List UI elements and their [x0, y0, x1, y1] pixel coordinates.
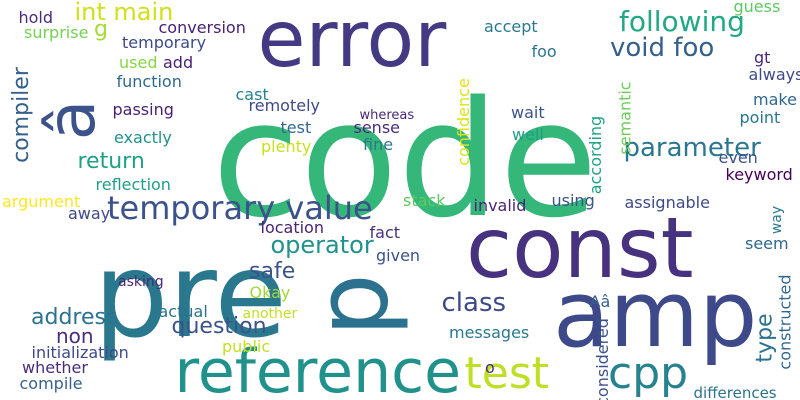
word-reference: reference: [174, 337, 462, 400]
word-sense: sense: [353, 118, 401, 137]
word-gt: gt: [754, 48, 771, 67]
word-temporary: temporary: [122, 33, 207, 52]
word-remotely: remotely: [248, 96, 320, 115]
word-non: non: [56, 324, 94, 348]
word-using: using: [551, 191, 595, 210]
word-argument: argument: [2, 192, 81, 211]
word-conversion: conversion: [158, 18, 246, 37]
word-public: public: [222, 337, 271, 356]
word-way: way: [769, 205, 786, 235]
word-hold: hold: [18, 8, 54, 27]
word-location: location: [260, 218, 324, 237]
word-cpp: cpp: [608, 348, 689, 399]
word-invalid: invalid: [473, 196, 527, 215]
word-type: type: [752, 313, 778, 363]
word-wait: wait: [511, 103, 545, 122]
word-according: according: [586, 115, 606, 195]
word-semantic: semantic: [615, 81, 635, 155]
word-differences: differences: [693, 383, 777, 400]
word-p: p: [293, 273, 411, 337]
word-exactly: exactly: [114, 128, 172, 147]
word-g: g: [94, 17, 108, 42]
word-always: always: [748, 65, 800, 84]
word-address: address: [31, 305, 118, 330]
word-reflection: reflection: [95, 175, 171, 194]
word-actual: actual: [158, 302, 208, 321]
word-whether: whether: [22, 358, 88, 377]
word-guess: guess: [733, 0, 781, 16]
word-test-small: test: [280, 118, 312, 137]
word-test: test: [464, 348, 550, 399]
word-cast: cast: [235, 85, 269, 104]
word-messages: messages: [449, 323, 530, 342]
word-used: used: [119, 53, 158, 72]
word-fact: fact: [369, 223, 401, 242]
word-a-a-circumflex: Aâ: [589, 292, 611, 311]
word-question: question: [171, 314, 267, 339]
word-make: make: [753, 90, 797, 109]
word-temporary-value: temporary value: [107, 189, 373, 227]
word-whereas: whereas: [359, 107, 415, 123]
word-point: point: [739, 108, 781, 127]
word-passing: passing: [112, 100, 174, 119]
word-amp: amp: [553, 261, 758, 368]
word-o: o: [485, 358, 495, 377]
word-safe: safe: [249, 259, 296, 284]
word-confidence: confidence: [453, 78, 473, 166]
word-accept: accept: [484, 17, 538, 36]
word-a-circumflex: â: [33, 99, 111, 141]
word-given: given: [376, 246, 421, 265]
word-operator: operator: [270, 231, 374, 259]
word-return: return: [77, 149, 145, 174]
word-initialization: initialization: [31, 343, 129, 362]
word-code: code: [212, 66, 598, 253]
word-void-foo: void foo: [610, 33, 715, 63]
word-plenty: plenty: [261, 137, 312, 156]
word-const: const: [466, 199, 694, 297]
word-parameter: parameter: [623, 133, 761, 163]
word-add: add: [163, 53, 194, 72]
word-away: away: [68, 204, 111, 223]
word-keyword: keyword: [725, 165, 793, 184]
word-int-main: int main: [74, 0, 174, 26]
word-assignable: assignable: [624, 193, 710, 212]
word-class: class: [441, 288, 507, 318]
word-following: following: [619, 5, 745, 38]
word-foo: foo: [531, 42, 557, 61]
word-asking: asking: [118, 274, 164, 290]
word-compile: compile: [19, 374, 83, 393]
word-even: even: [718, 148, 758, 167]
word-pre: pre: [93, 226, 287, 364]
word-stack: stack: [403, 191, 446, 210]
word-fine: fine: [363, 135, 394, 154]
word-error: error: [257, 0, 447, 85]
word-compiler: compiler: [8, 67, 34, 163]
word-considered: considered: [592, 318, 612, 400]
word-constructed: constructed: [775, 274, 795, 370]
word-another: another: [242, 306, 298, 322]
word-well: well: [512, 125, 544, 144]
word-okay: Okay: [249, 283, 291, 302]
word-surprise: surprise: [24, 23, 89, 42]
word-seem: seem: [745, 234, 789, 253]
word-function: function: [116, 72, 182, 91]
